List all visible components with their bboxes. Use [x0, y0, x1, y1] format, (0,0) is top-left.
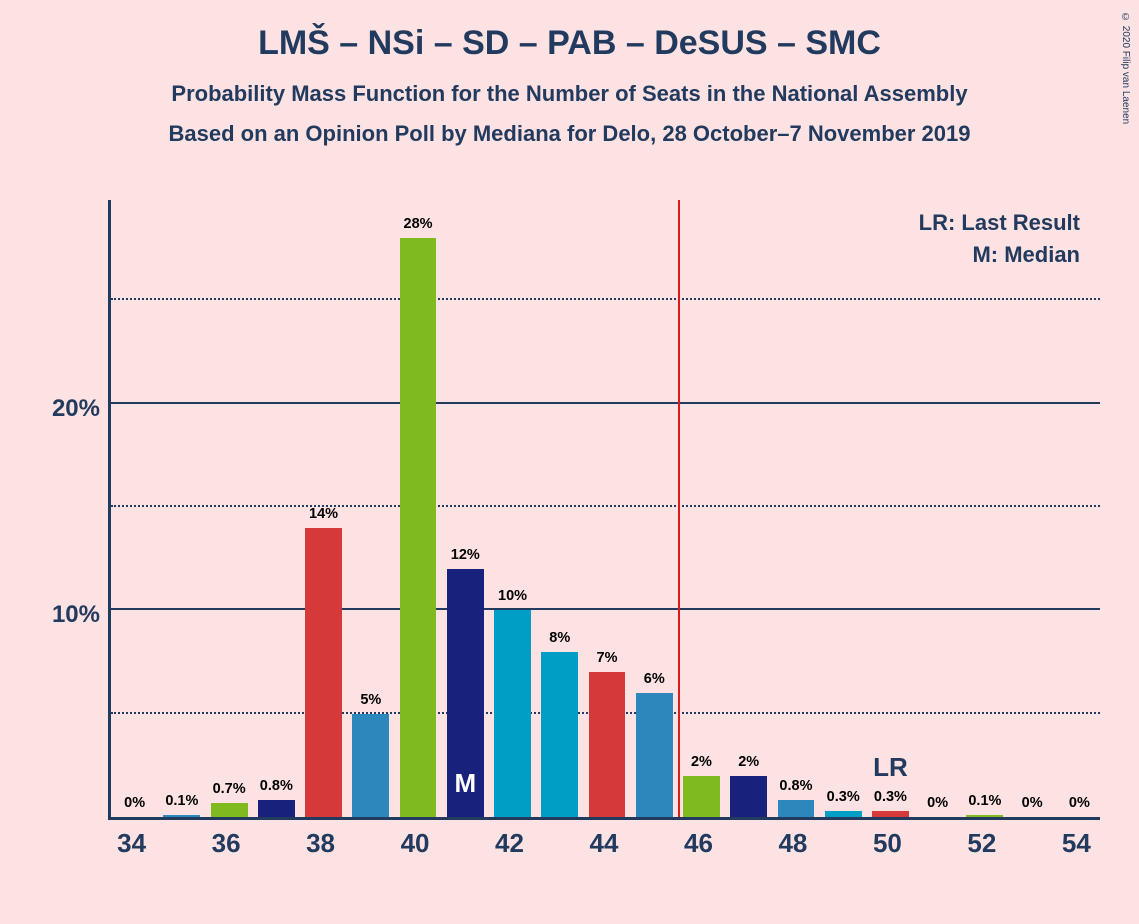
bar-value-label: 5% — [360, 692, 381, 708]
bar-value-label: 28% — [404, 216, 433, 232]
bar — [352, 714, 389, 817]
bar — [636, 693, 673, 817]
major-gridline — [111, 402, 1100, 404]
bar-value-label: 14% — [309, 506, 338, 522]
minor-gridline — [111, 298, 1100, 300]
x-axis-label: 44 — [590, 828, 619, 859]
chart-container: LR: Last Result M: Median 0% 0.1% 0.7% 0.8%… — [88, 200, 1100, 820]
x-axis-label: 36 — [212, 828, 241, 859]
last-result-indicator: LR — [873, 752, 908, 783]
median-indicator: M — [454, 768, 476, 799]
bar-value-label: 0.1% — [968, 793, 1001, 809]
bar-value-label: 0.1% — [165, 793, 198, 809]
major-gridline — [111, 608, 1100, 610]
legend: LR: Last Result M: Median — [919, 210, 1080, 274]
bar-value-label: 0% — [1022, 795, 1043, 811]
bar-value-label: 12% — [451, 547, 480, 563]
chart-subtitle-2: Based on an Opinion Poll by Mediana for … — [0, 121, 1139, 147]
bar-value-label: 8% — [549, 630, 570, 646]
majority-threshold-line — [678, 200, 680, 817]
bar — [494, 610, 531, 817]
minor-gridline — [111, 505, 1100, 507]
x-axis-label: 38 — [306, 828, 335, 859]
copyright-text: © 2020 Filip van Laenen — [1120, 12, 1131, 124]
bar-value-label: 2% — [738, 754, 759, 770]
chart-subtitle-1: Probability Mass Function for the Number… — [0, 81, 1139, 107]
x-axis-label: 42 — [495, 828, 524, 859]
x-axis-label: 50 — [873, 828, 902, 859]
bar — [589, 672, 626, 817]
bar — [825, 811, 862, 817]
bar — [400, 238, 437, 817]
y-axis-label: 20% — [52, 395, 100, 423]
bar — [778, 800, 815, 817]
chart-title: LMŠ – NSi – SD – PAB – DeSUS – SMC — [0, 0, 1139, 63]
x-axis-label: 54 — [1062, 828, 1091, 859]
x-axis-label: 34 — [117, 828, 146, 859]
bar — [966, 815, 1003, 817]
bar — [258, 800, 295, 817]
bar-value-label: 0.7% — [213, 781, 246, 797]
bar-value-label: 0.8% — [260, 778, 293, 794]
y-axis-label: 10% — [52, 601, 100, 629]
bar-value-label: 7% — [597, 650, 618, 666]
bar-value-label: 10% — [498, 588, 527, 604]
bar-value-label: 6% — [644, 671, 665, 687]
bar-value-label: 0.3% — [874, 789, 907, 805]
bar — [211, 803, 248, 817]
bar-value-label: 0% — [124, 795, 145, 811]
bar — [163, 815, 200, 817]
x-axis-label: 46 — [684, 828, 713, 859]
bar — [872, 811, 909, 817]
bar-value-label: 0.3% — [827, 789, 860, 805]
plot-area: LR: Last Result M: Median 0% 0.1% 0.7% 0.8%… — [108, 200, 1100, 820]
bar-value-label: 0% — [1069, 795, 1090, 811]
legend-lr: LR: Last Result — [919, 210, 1080, 236]
x-axis-label: 52 — [967, 828, 996, 859]
x-axis-label: 40 — [401, 828, 430, 859]
bar — [730, 776, 767, 817]
bar-value-label: 2% — [691, 754, 712, 770]
x-axis-label: 48 — [778, 828, 807, 859]
bar — [541, 652, 578, 817]
bar — [683, 776, 720, 817]
bar — [305, 528, 342, 817]
bar-value-label: 0.8% — [779, 778, 812, 794]
bar-value-label: 0% — [927, 795, 948, 811]
legend-m: M: Median — [919, 242, 1080, 268]
